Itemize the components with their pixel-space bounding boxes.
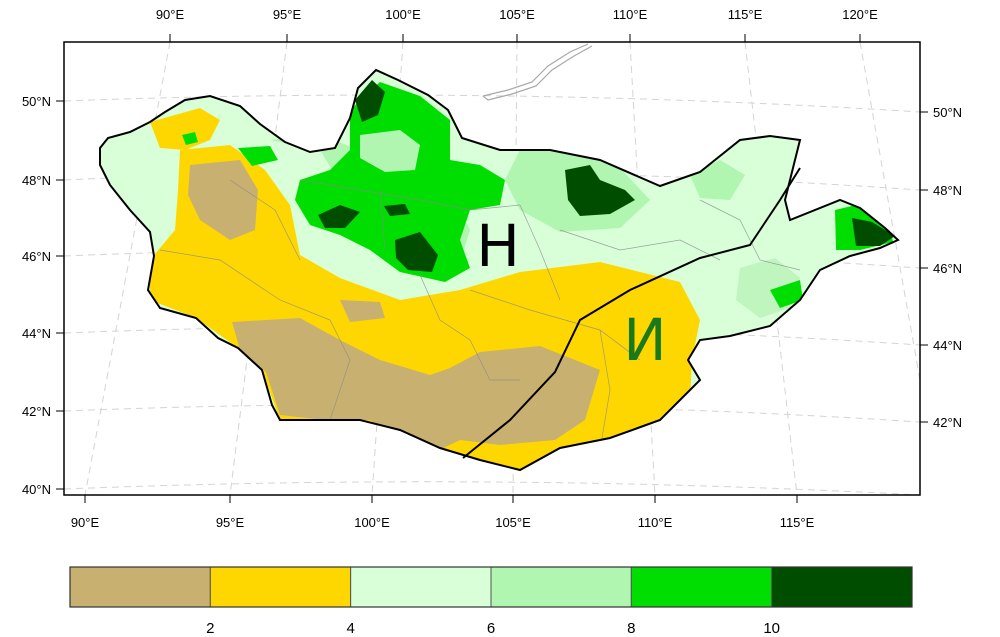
right-lat-labels: 50°N 48°N 46°N 44°N 42°N [933,105,962,430]
left-lat-label: 48°N [22,173,51,188]
colorbar-tick-label: 4 [346,620,354,637]
bottom-lon-label: 90°E [71,515,100,530]
bottom-lon-label: 100°E [354,515,390,530]
left-lat-label: 40°N [22,482,51,497]
top-lon-label: 115°E [728,7,763,22]
colorbar-tick-label: 10 [763,620,780,637]
top-lon-label: 95°E [273,7,302,22]
colorbar [69,566,913,608]
colorbar-outline [69,566,913,608]
zone-label-north: Н [476,212,520,280]
bottom-lon-label: 115°E [780,515,815,530]
zone-divider-line [462,167,801,459]
right-lat-label: 50°N [933,105,962,120]
left-lat-label: 46°N [22,249,51,264]
right-lat-label: 44°N [933,338,962,353]
top-lon-label: 110°E [613,7,648,22]
colorbar-swatch [490,566,632,608]
bottom-lon-labels: 90°E 95°E 100°E 105°E 110°E 115°E [71,515,815,530]
top-lon-label: 105°E [499,7,535,22]
zone-label-south: И [623,306,666,374]
right-lat-label: 46°N [933,261,962,276]
colorbar-swatch [630,566,773,608]
bottom-lon-label: 110°E [638,515,673,530]
top-lon-ticks [169,34,861,42]
lake-baikal-shore [482,43,593,101]
bottom-lon-label: 95°E [216,515,245,530]
bottom-lon-label: 105°E [495,515,531,530]
colorbar-swatch [350,566,492,608]
right-lat-ticks [920,111,928,423]
left-lat-ticks [56,100,64,490]
right-lat-label: 48°N [933,183,962,198]
colorbar-tick-labels: 2 4 6 8 10 [206,620,780,637]
left-lat-label: 50°N [22,94,51,109]
left-lat-label: 44°N [22,326,51,341]
colorbar-swatch [771,566,913,608]
colorbar-swatch [69,566,211,608]
bottom-lon-ticks [84,495,798,503]
colorbar-tick-label: 2 [206,620,214,637]
top-lon-label: 90°E [156,7,185,22]
colorbar-swatch [209,566,352,608]
mongolia-border [99,68,900,472]
colorbar-tick-label: 6 [487,620,495,637]
left-lat-labels: 50°N 48°N 46°N 44°N 42°N 40°N [22,94,51,497]
top-lon-label: 120°E [842,7,878,22]
colorbar-tick-label: 8 [627,620,635,637]
top-lon-labels: 90°E 95°E 100°E 105°E 110°E 115°E 120°E [156,7,878,22]
right-lat-label: 42°N [933,415,962,430]
left-lat-label: 42°N [22,404,51,419]
top-lon-label: 100°E [385,7,421,22]
